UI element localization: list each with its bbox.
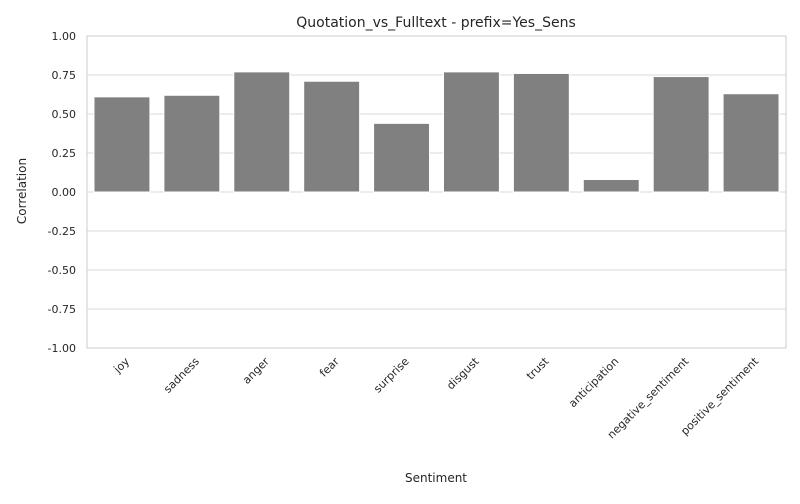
x-tick-label: disgust [444,354,482,392]
bar-disgust [442,71,500,193]
x-tick-label: anger [240,355,272,387]
y-tick-label: 0.00 [52,186,77,199]
bar-anticipation [582,179,640,193]
y-tick-label: 1.00 [52,30,77,43]
x-tick-label: anticipation [566,355,621,410]
bar-surprise [373,122,431,193]
y-tick-label: -1.00 [48,342,76,355]
bar-anger [233,71,291,193]
x-tick-labels: joy sadness anger fear surprise disgust trust a… [111,354,762,441]
y-tick-label: 0.50 [52,108,77,121]
x-tick-label: joy [111,355,133,377]
bar-trust [512,72,570,193]
bar-fear [303,80,361,193]
bar-negative-sentiment [652,76,710,193]
chart-title: Quotation_vs_Fulltext - prefix=Yes_Sens [296,15,576,31]
bar-positive-sentiment [722,93,780,193]
x-tick-label: sadness [161,355,202,396]
y-tick-label: 0.25 [52,147,77,160]
y-tick-label: -0.50 [48,264,76,277]
y-tick-label: -0.25 [48,225,76,238]
bar-joy [93,96,151,193]
y-tick-label: -0.75 [48,303,76,316]
x-tick-label: positive_sentiment [678,354,761,437]
x-axis-label: Sentiment [405,471,467,485]
plot-frame [86,35,787,349]
bar-sadness [163,94,221,193]
y-tick-label: 0.75 [52,69,77,82]
x-tick-label: surprise [371,355,412,396]
y-axis-label: Correlation [15,158,29,224]
x-tick-label: fear [317,355,342,380]
y-tick-labels: -1.00 -0.75 -0.50 -0.25 0.00 0.25 0.50 0.75 1.00 [48,30,76,355]
x-tick-label: trust [524,354,552,382]
bars [93,71,780,193]
